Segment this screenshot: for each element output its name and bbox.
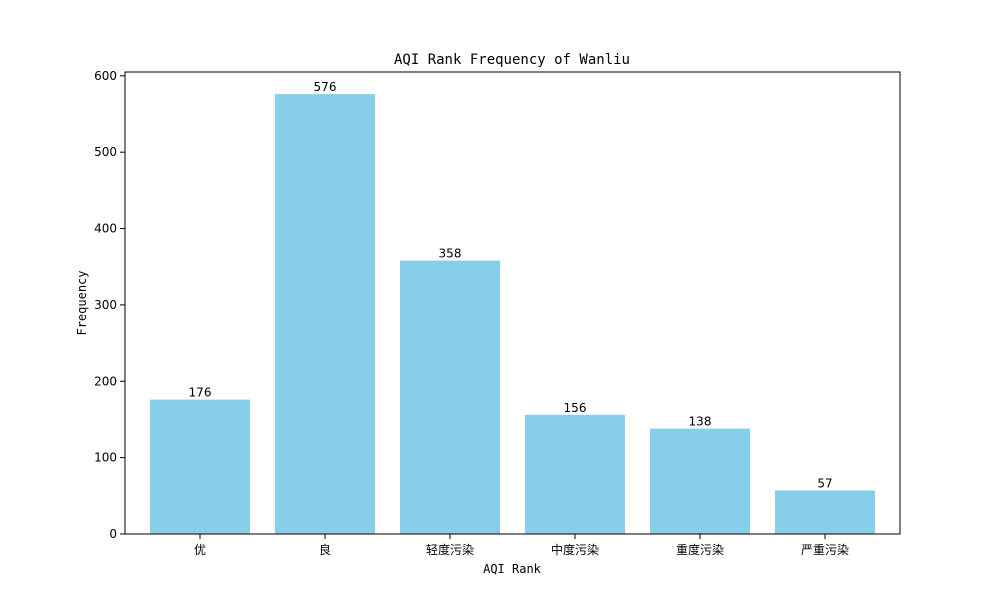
x-tick-label-2: 轻度污染 xyxy=(426,542,474,557)
y-tick-label-2: 200 xyxy=(94,374,117,388)
bar-2 xyxy=(400,260,500,534)
y-tick-label-3: 300 xyxy=(94,298,117,312)
bar-value-label-4: 138 xyxy=(689,415,712,429)
bar-value-label-3: 156 xyxy=(564,401,587,415)
x-tick-label-0: 优 xyxy=(194,543,206,557)
y-tick-label-5: 500 xyxy=(94,145,117,159)
y-tick-label-4: 400 xyxy=(94,222,117,236)
bar-4 xyxy=(650,428,750,534)
x-tick-label-4: 重度污染 xyxy=(676,542,724,557)
chart-title: AQI Rank Frequency of Wanliu xyxy=(394,52,630,68)
y-axis: 0 100 200 300 400 500 600 xyxy=(94,69,125,541)
bar-value-label-2: 358 xyxy=(439,247,462,261)
bar-5 xyxy=(775,490,875,534)
bar-1 xyxy=(275,94,375,535)
x-axis-label: AQI Rank xyxy=(483,562,542,576)
y-tick-label-1: 100 xyxy=(94,451,117,465)
y-axis-label: Frequency xyxy=(75,270,89,335)
x-tick-label-5: 严重污染 xyxy=(801,542,849,557)
bar-0 xyxy=(150,399,250,534)
bar-value-label-5: 57 xyxy=(817,476,832,490)
y-tick-label-6: 600 xyxy=(94,69,117,83)
x-tick-label-3: 中度污染 xyxy=(551,542,599,557)
bar-3 xyxy=(525,414,625,534)
x-tick-label-1: 良 xyxy=(319,542,331,557)
bars-layer xyxy=(150,94,875,535)
y-tick-label-0: 0 xyxy=(109,527,117,541)
x-axis: 优 良 轻度污染 中度污染 重度污染 严重污染 xyxy=(194,534,849,557)
bar-value-label-0: 176 xyxy=(189,386,212,400)
value-labels-layer: 176 576 358 156 138 57 xyxy=(189,80,833,490)
bar-value-label-1: 576 xyxy=(314,80,337,94)
plot-frame xyxy=(124,71,901,535)
